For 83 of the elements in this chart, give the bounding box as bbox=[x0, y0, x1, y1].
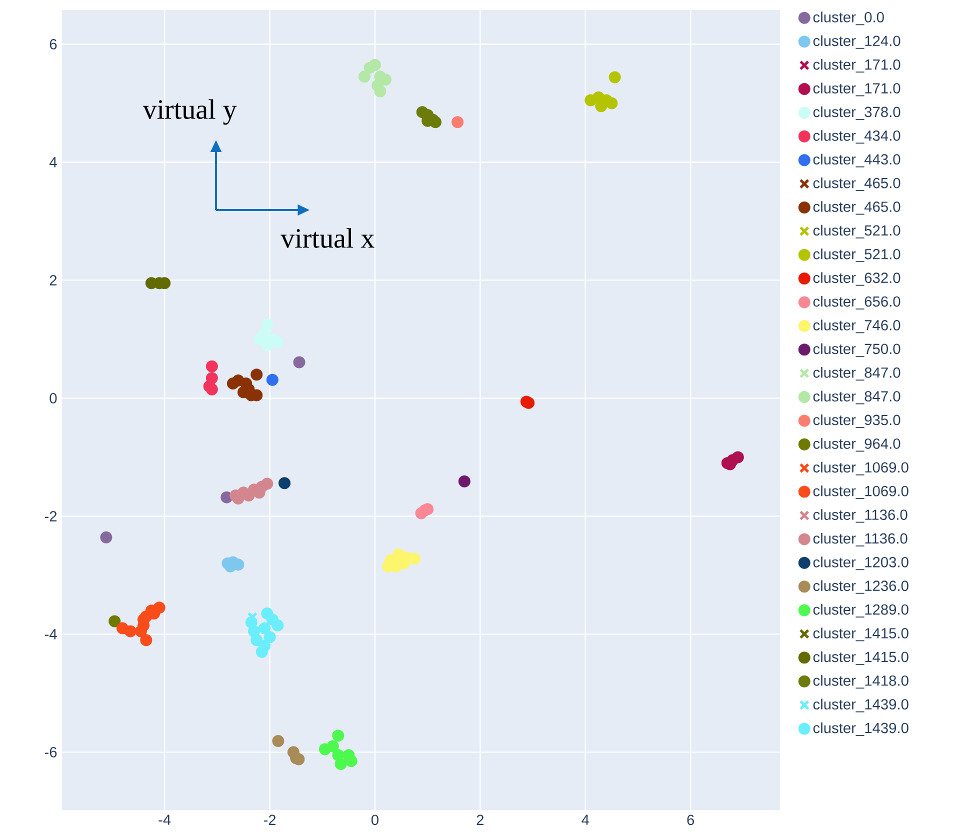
point bbox=[608, 71, 621, 84]
legend-label: cluster_1418.0 bbox=[813, 675, 908, 689]
legend-label: cluster_124.0 bbox=[813, 35, 900, 49]
legend-label: cluster_1289.0 bbox=[813, 604, 908, 618]
point bbox=[374, 85, 386, 98]
point bbox=[256, 646, 268, 658]
point bbox=[250, 368, 263, 381]
point bbox=[253, 333, 266, 346]
point bbox=[452, 116, 464, 128]
point bbox=[606, 97, 618, 110]
legend-label: cluster_465.0 bbox=[813, 201, 900, 215]
point bbox=[358, 70, 370, 83]
annotation: virtual x bbox=[280, 228, 374, 248]
point bbox=[264, 631, 276, 644]
legend-label: cluster_1439.0 bbox=[813, 722, 908, 736]
point bbox=[124, 625, 136, 638]
point bbox=[332, 730, 344, 742]
legend-label: cluster_847.0 bbox=[813, 390, 900, 404]
legend-label: cluster_746.0 bbox=[813, 320, 900, 334]
point bbox=[226, 377, 239, 390]
legend-label: cluster_935.0 bbox=[813, 414, 900, 428]
y-tick-label: -6 bbox=[44, 747, 57, 758]
point bbox=[261, 339, 274, 352]
legend-label: cluster_1203.0 bbox=[813, 556, 908, 570]
point bbox=[293, 356, 306, 368]
point bbox=[458, 475, 470, 488]
point bbox=[272, 336, 284, 348]
point bbox=[272, 619, 284, 632]
point bbox=[278, 477, 291, 490]
annotation: virtual y bbox=[142, 99, 237, 125]
point bbox=[206, 360, 218, 372]
point bbox=[100, 531, 112, 544]
legend-label: cluster_1136.0 bbox=[813, 509, 908, 523]
legend-label: cluster_964.0 bbox=[813, 438, 900, 452]
point bbox=[250, 634, 263, 646]
y-tick-label: -2 bbox=[44, 511, 57, 522]
legend-label: cluster_1415.0 bbox=[813, 651, 908, 665]
legend-label: cluster_847.0 bbox=[813, 367, 900, 381]
legend-label: cluster_656.0 bbox=[813, 296, 900, 310]
point bbox=[429, 116, 442, 128]
legend-label: cluster_1236.0 bbox=[813, 580, 908, 594]
legend-label: cluster_0.0 bbox=[813, 12, 884, 26]
point bbox=[272, 734, 284, 747]
legend-label: cluster_434.0 bbox=[813, 130, 900, 144]
legend-label: cluster_1439.0 bbox=[813, 698, 908, 712]
legend-label: cluster_1136.0 bbox=[813, 532, 908, 546]
point bbox=[345, 755, 358, 768]
y-tick-label: 4 bbox=[49, 157, 57, 168]
point bbox=[203, 380, 216, 392]
point bbox=[522, 396, 535, 409]
y-tick-label: 2 bbox=[50, 275, 57, 286]
legend-label: cluster_1069.0 bbox=[813, 462, 908, 476]
legend-label: cluster_1415.0 bbox=[813, 628, 908, 642]
point bbox=[326, 740, 339, 752]
point bbox=[368, 58, 381, 71]
x-tick-label: 4 bbox=[582, 814, 590, 825]
legend-label: cluster_750.0 bbox=[813, 343, 900, 357]
legend-label: cluster_1069.0 bbox=[813, 485, 908, 500]
x-tick-label: 2 bbox=[476, 814, 484, 825]
x-tick-label: -2 bbox=[264, 814, 276, 825]
legend-label: cluster_521.0 bbox=[813, 224, 900, 238]
legend-label: cluster_443.0 bbox=[813, 154, 900, 168]
point bbox=[134, 625, 147, 638]
x-tick-label: -4 bbox=[158, 814, 171, 825]
point bbox=[258, 622, 271, 634]
y-tick-label: 0 bbox=[50, 393, 57, 404]
point bbox=[245, 616, 258, 628]
x-tick-label: 6 bbox=[687, 814, 694, 826]
legend-label: cluster_465.0 bbox=[813, 177, 900, 191]
point bbox=[261, 478, 274, 490]
point bbox=[266, 374, 278, 386]
y-tick-label: -4 bbox=[44, 629, 57, 640]
legend-label: cluster_171.0 bbox=[813, 59, 900, 73]
legend-label: cluster_171.0 bbox=[813, 82, 900, 96]
x-tick-label: 0 bbox=[371, 814, 378, 826]
point bbox=[334, 758, 347, 770]
legend-label: cluster_632.0 bbox=[813, 272, 900, 286]
y-tick-label: 6 bbox=[50, 39, 57, 50]
point bbox=[140, 634, 152, 646]
legend-label: cluster_378.0 bbox=[813, 106, 900, 120]
legend-label: cluster_521.0 bbox=[813, 248, 900, 262]
point bbox=[732, 451, 744, 464]
point bbox=[108, 615, 121, 628]
